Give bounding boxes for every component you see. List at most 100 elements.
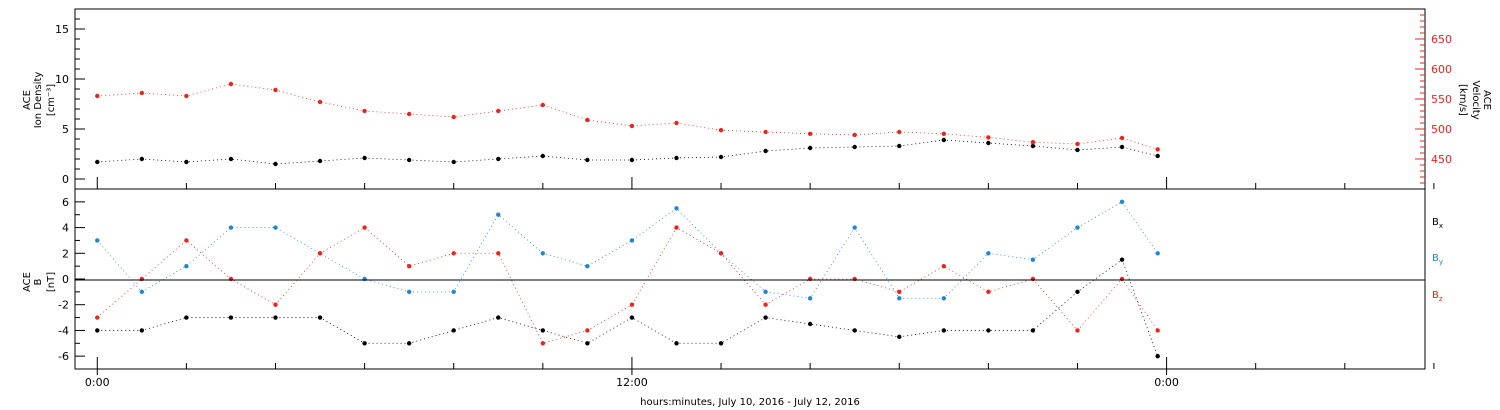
density-point: [629, 157, 635, 163]
velocity-point: [629, 123, 635, 129]
velocity-point: [496, 108, 501, 114]
legend-bx-sub: x: [1439, 222, 1443, 230]
by-point: [184, 263, 189, 269]
b-tick-label: -6: [58, 350, 69, 363]
bz-point: [451, 251, 456, 256]
svg-text:By: By: [1432, 253, 1443, 266]
velocity-point: [1119, 135, 1125, 141]
velocity-point: [897, 129, 902, 135]
density-point: [184, 159, 189, 165]
density-tick-label: 10: [55, 73, 69, 86]
density-title-line1: ACE: [22, 90, 33, 110]
b-tick-label: 4: [62, 222, 69, 235]
velocity-point: [852, 132, 857, 138]
velocity-point: [585, 117, 590, 123]
bx-point: [451, 328, 456, 333]
by-point: [1155, 251, 1160, 256]
svg-text:Bx: Bx: [1432, 217, 1443, 230]
bx-point: [718, 341, 724, 346]
x-tick-label-1: 12:00: [616, 376, 648, 389]
density-point: [897, 143, 902, 149]
legend-bz-sub: z: [1439, 295, 1443, 303]
x-axis-title: hours:minutes, July 10, 2016 - July 12, …: [640, 397, 860, 408]
by-point: [585, 263, 590, 269]
bz-point: [362, 225, 367, 230]
b-title-line3: [nT]: [46, 272, 57, 292]
bx-point: [540, 328, 546, 333]
velocity-point: [763, 129, 768, 135]
density-point: [718, 154, 724, 160]
density-point: [1119, 144, 1125, 150]
legend-bx-label: B: [1432, 217, 1439, 228]
density-point: [451, 159, 456, 165]
by-point: [763, 289, 768, 295]
velocity-point: [451, 114, 456, 120]
b-tick-label: -2: [58, 299, 69, 312]
bx-point: [807, 321, 813, 327]
b-tick-label: 0: [62, 273, 69, 286]
bx-point: [184, 315, 189, 320]
bz-point: [897, 289, 902, 295]
bx-point: [629, 315, 635, 320]
velocity-point: [317, 99, 323, 105]
density-point: [1075, 147, 1080, 153]
by-point: [897, 296, 902, 301]
b-title-line1: ACE: [22, 272, 33, 292]
svg-text:Bz: Bz: [1432, 290, 1443, 303]
density-line: [97, 139, 1158, 165]
b-tick-label: 2: [62, 247, 69, 260]
bx-point: [1155, 353, 1160, 359]
by-point: [496, 212, 501, 217]
legend-by-label: B: [1432, 253, 1439, 264]
density-tick-label: 15: [55, 23, 69, 36]
velocity-point: [228, 81, 234, 87]
bx-point: [1075, 289, 1080, 295]
axis-ticks: [75, 14, 1435, 375]
by-point: [1119, 199, 1125, 205]
by-point: [362, 276, 367, 282]
velocity-title-line3: [km/s]: [1457, 84, 1468, 116]
density-point: [228, 156, 234, 162]
bz-point: [406, 263, 412, 269]
legend-bx: Bx: [1432, 217, 1443, 230]
density-point: [852, 144, 857, 150]
velocity-tick-label: 650: [1431, 33, 1452, 46]
velocity-title-line2: Velocity: [1470, 80, 1481, 119]
data-points: [95, 81, 1160, 359]
bx-point: [228, 315, 234, 320]
density-tick-label: 0: [62, 173, 69, 186]
bz-point: [540, 341, 546, 346]
velocity-point: [674, 120, 679, 126]
velocity-axis-title: ACE Velocity [km/s]: [1457, 80, 1492, 119]
velocity-point: [807, 131, 813, 136]
density-title-line2: Ion Density: [33, 72, 44, 129]
velocity-line: [97, 83, 1158, 150]
velocity-tick-label: 600: [1431, 63, 1452, 76]
bx-point: [852, 328, 857, 333]
axis-labels: 0 5 10 15 450 500 550 600 650 -6 -4 -2 0 2 4 6: [55, 23, 1452, 363]
by-point: [986, 251, 991, 256]
by-point: [273, 225, 278, 230]
legend-bz: Bz: [1432, 290, 1443, 303]
velocity-tick-label: 550: [1431, 93, 1452, 106]
x-tick-label-0: 0:00: [85, 376, 110, 389]
velocity-title-line1: ACE: [1481, 90, 1492, 110]
by-point: [1075, 225, 1080, 230]
density-point: [317, 158, 323, 164]
by-line: [96, 201, 1159, 299]
velocity-point: [1075, 141, 1080, 147]
b-axis-title: ACE B [nT]: [22, 272, 57, 292]
bx-point: [1030, 328, 1036, 333]
bx-point: [496, 315, 501, 320]
bz-point: [986, 289, 991, 295]
density-point: [1030, 143, 1036, 149]
density-point: [763, 148, 768, 154]
by-point: [674, 206, 679, 211]
density-point: [496, 156, 501, 162]
bx-point: [986, 328, 991, 333]
b-tick-label: 6: [62, 196, 69, 209]
velocity-point: [540, 102, 546, 108]
legend-by: By: [1432, 253, 1443, 266]
density-point: [986, 140, 991, 146]
